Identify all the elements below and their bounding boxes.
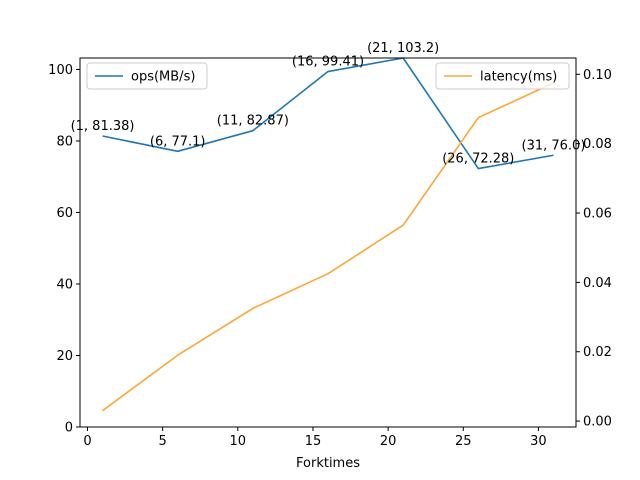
axis-layer: 0 5 10 15 20 25 30 0 20 40 60 80 100 0.00 0.02 0.04 0.06… (48, 63, 612, 449)
y-right-tick-label: 0.02 (583, 345, 612, 360)
y-right-tick-label: 0.08 (583, 137, 612, 152)
y-left-tick-label: 20 (56, 349, 73, 364)
x-tick-label: 25 (455, 434, 472, 449)
legend-label: ops(MB/s) (131, 70, 195, 85)
legend-box (86, 62, 208, 90)
y-right-tick-label: 0.00 (583, 415, 612, 430)
y-left-tick-label: 100 (48, 63, 73, 78)
legend-label: latency(ms) (480, 70, 557, 85)
y-right-tick-label: 0.04 (583, 276, 612, 291)
data-annotation: (6, 77.1) (150, 134, 206, 149)
legend-box (435, 62, 570, 90)
plot-layer: (1, 81.38) (6, 77.1) (11, 82.87) (16, 99.41… (71, 41, 586, 412)
legend-layer: ops(MB/s) latency(ms) (86, 62, 570, 90)
y-left-tick-label: 80 (56, 134, 73, 149)
x-tick-label: 0 (83, 434, 91, 449)
x-tick-label: 5 (159, 434, 167, 449)
x-tick-label: 20 (380, 434, 397, 449)
y-left-tick-label: 0 (65, 421, 73, 436)
data-annotation: (11, 82.87) (217, 114, 289, 129)
data-annotation: (26, 72.28) (442, 152, 514, 167)
data-annotation: (1, 81.38) (71, 119, 135, 134)
data-annotation: (31, 76.0) (522, 138, 586, 153)
x-tick-label: 30 (530, 434, 547, 449)
y-right-tick-label: 0.10 (583, 68, 612, 83)
x-axis-label: Forktimes (296, 456, 360, 471)
x-tick-label: 10 (230, 434, 247, 449)
x-tick-label: 15 (305, 434, 322, 449)
y-left-tick-label: 40 (56, 277, 73, 292)
data-annotation: (21, 103.2) (367, 41, 439, 56)
y-right-tick-label: 0.06 (583, 207, 612, 222)
axes-frame (79, 57, 577, 428)
data-annotation: (16, 99.41) (292, 55, 364, 70)
y-left-tick-label: 60 (56, 206, 73, 221)
